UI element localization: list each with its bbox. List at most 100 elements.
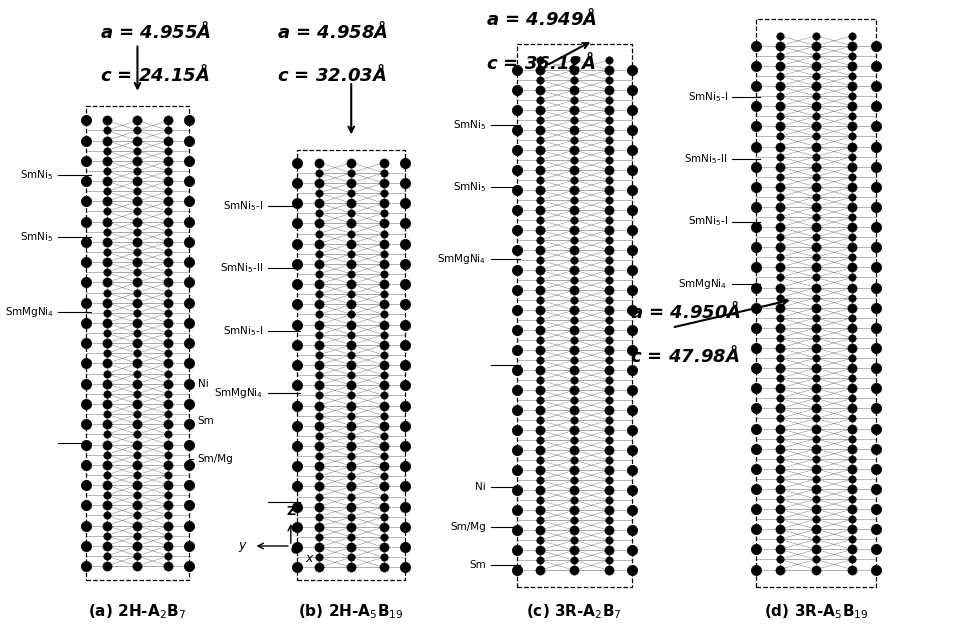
Point — [772, 544, 787, 554]
Point — [601, 75, 616, 85]
Point — [808, 222, 824, 232]
Point — [869, 222, 884, 232]
Point — [180, 338, 196, 348]
Text: $\bfit{c}$ = 32.03Å: $\bfit{c}$ = 32.03Å — [276, 64, 387, 85]
Point — [509, 345, 524, 355]
Point — [130, 156, 145, 166]
Point — [130, 561, 145, 571]
Point — [376, 562, 392, 572]
Point — [808, 534, 824, 544]
Point — [845, 353, 860, 363]
Point — [624, 285, 639, 295]
Point — [601, 165, 616, 175]
Point — [748, 242, 763, 252]
Point — [290, 279, 305, 289]
Text: $\bfit{c}$ = 47.98Å: $\bfit{c}$ = 47.98Å — [630, 345, 740, 366]
Point — [624, 105, 639, 115]
Point — [99, 510, 114, 520]
Point — [532, 365, 547, 375]
Point — [376, 340, 392, 350]
Point — [808, 263, 824, 273]
Point — [99, 197, 114, 207]
Point — [772, 414, 787, 424]
Point — [566, 545, 582, 555]
Point — [772, 424, 787, 434]
Point — [130, 125, 145, 135]
Point — [509, 425, 524, 435]
Point — [772, 51, 787, 61]
Point — [566, 495, 582, 505]
Point — [748, 323, 763, 333]
Point — [845, 111, 860, 121]
Text: (b) 2H-A$_5$B$_{19}$: (b) 2H-A$_5$B$_{19}$ — [299, 602, 404, 621]
Point — [344, 319, 359, 329]
Point — [624, 565, 639, 575]
Point — [845, 414, 860, 424]
Point — [845, 424, 860, 434]
Point — [160, 328, 176, 338]
Text: SmNi$_5$-I: SmNi$_5$-I — [687, 215, 728, 228]
Point — [130, 480, 145, 490]
Point — [869, 303, 884, 313]
Text: SmMgNi$_4$: SmMgNi$_4$ — [5, 305, 54, 319]
Point — [99, 439, 114, 449]
Point — [99, 500, 114, 510]
Point — [99, 278, 114, 288]
Point — [532, 535, 547, 545]
Point — [376, 319, 392, 329]
Point — [566, 95, 582, 105]
Point — [566, 345, 582, 355]
Point — [130, 207, 145, 217]
Point — [845, 172, 860, 182]
Point — [130, 348, 145, 358]
Point — [808, 111, 824, 121]
Point — [624, 225, 639, 235]
Point — [290, 441, 305, 451]
Point — [772, 393, 787, 403]
Point — [180, 561, 196, 571]
Point — [311, 370, 326, 380]
Point — [601, 225, 616, 235]
Point — [532, 215, 547, 225]
Point — [509, 225, 524, 235]
Point — [532, 325, 547, 335]
Point — [99, 237, 114, 247]
Point — [509, 445, 524, 455]
Point — [130, 166, 145, 176]
Point — [99, 328, 114, 338]
Point — [772, 333, 787, 343]
Point — [601, 405, 616, 415]
Point — [532, 485, 547, 495]
Point — [99, 308, 114, 318]
Point — [290, 562, 305, 572]
Point — [160, 389, 176, 399]
Point — [160, 115, 176, 125]
Point — [130, 399, 145, 409]
Point — [509, 525, 524, 535]
Point — [397, 158, 413, 168]
Point — [532, 275, 547, 285]
Point — [566, 165, 582, 175]
Point — [601, 185, 616, 195]
Point — [344, 532, 359, 542]
Point — [344, 289, 359, 299]
Point — [509, 385, 524, 395]
Point — [311, 168, 326, 178]
Point — [566, 555, 582, 565]
Point — [311, 492, 326, 502]
Point — [180, 500, 196, 510]
Point — [748, 504, 763, 514]
Point — [290, 300, 305, 310]
Point — [290, 421, 305, 431]
Point — [566, 365, 582, 375]
Point — [566, 155, 582, 165]
Point — [130, 520, 145, 530]
Point — [601, 215, 616, 225]
Point — [376, 300, 392, 310]
Point — [130, 135, 145, 145]
Point — [532, 345, 547, 355]
Point — [601, 435, 616, 445]
Point — [601, 315, 616, 325]
Point — [130, 429, 145, 439]
Point — [566, 145, 582, 155]
